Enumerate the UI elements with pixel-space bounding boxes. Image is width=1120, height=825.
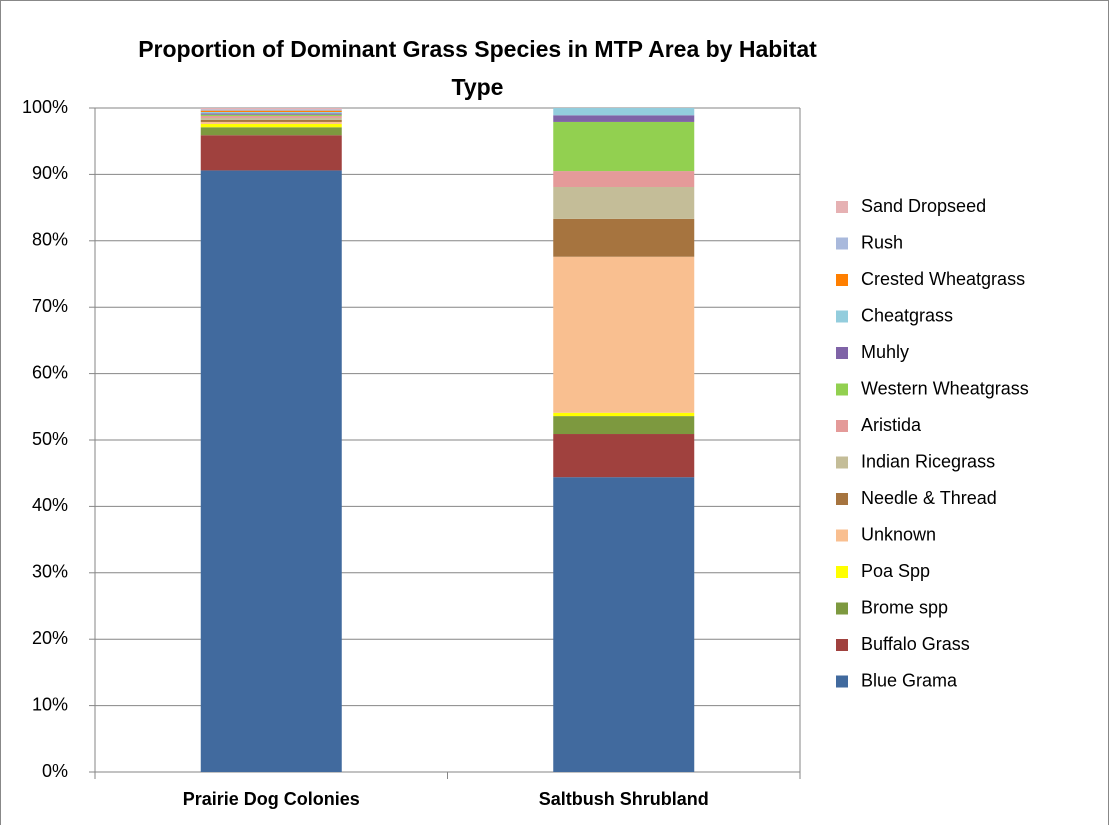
x-tick-label: Prairie Dog Colonies	[183, 789, 360, 809]
chart-title: Proportion of Dominant Grass Species in …	[138, 36, 817, 100]
bar-segment	[200, 117, 342, 120]
bar-segment	[553, 412, 695, 417]
bar-segment	[553, 171, 695, 188]
legend-label: Buffalo Grass	[861, 634, 970, 654]
legend-swatch	[836, 566, 848, 578]
bar-segment	[200, 108, 342, 110]
bar-segment	[200, 110, 342, 112]
legend-swatch	[836, 456, 848, 469]
legend-label: Blue Grama	[861, 670, 958, 690]
bar-segment	[200, 119, 342, 122]
legend-label: Unknown	[861, 524, 936, 544]
y-tick-label: 20%	[32, 628, 68, 648]
legend-swatch	[836, 347, 848, 359]
bar-segment	[553, 477, 695, 772]
legend-label: Rush	[861, 232, 903, 252]
x-tick-label: Saltbush Shrubland	[539, 789, 709, 809]
legend-label: Crested Wheatgrass	[861, 269, 1025, 289]
legend-swatch	[836, 201, 848, 213]
legend-label: Poa Spp	[861, 561, 930, 581]
y-tick-label: 10%	[32, 694, 68, 714]
legend-swatch	[836, 237, 848, 250]
legend-swatch	[836, 602, 848, 615]
bar-segment	[200, 109, 342, 111]
y-tick-label: 100%	[22, 97, 68, 117]
bar-segment	[200, 114, 342, 116]
legend-label: Aristida	[861, 415, 922, 435]
legend-swatch	[836, 529, 848, 542]
y-tick-label: 80%	[32, 230, 68, 250]
bar-segment	[553, 187, 695, 219]
bar-segment	[553, 108, 695, 116]
bar-segment	[553, 256, 695, 413]
bar-segment	[200, 121, 342, 124]
legend-swatch	[836, 310, 848, 323]
bar-segment	[200, 123, 342, 128]
bar-segment	[200, 111, 342, 114]
legend-label: Western Wheatgrass	[861, 378, 1029, 398]
legend-label: Indian Ricegrass	[861, 451, 995, 471]
y-tick-label: 70%	[32, 296, 68, 316]
legend-swatch	[836, 420, 848, 432]
legend-label: Sand Dropseed	[861, 196, 986, 216]
y-tick-label: 30%	[32, 562, 68, 582]
bar-segment	[200, 113, 342, 115]
y-tick-label: 60%	[32, 362, 68, 382]
bar-segment	[553, 121, 695, 172]
legend-swatch	[836, 383, 848, 396]
bar-segment	[200, 127, 342, 136]
y-tick-label: 90%	[32, 163, 68, 183]
bar-segment	[553, 115, 695, 122]
legend-swatch	[836, 675, 848, 688]
bar-segment	[200, 170, 342, 772]
legend-label: Needle & Thread	[861, 488, 997, 508]
y-tick-label: 0%	[42, 761, 68, 781]
bar-segment	[553, 416, 695, 435]
legend-swatch	[836, 639, 848, 651]
y-tick-label: 40%	[32, 495, 68, 515]
bar-segment	[200, 115, 342, 118]
legend-label: Brome spp	[861, 597, 948, 617]
legend-swatch	[836, 493, 848, 505]
legend-label: Cheatgrass	[861, 305, 953, 325]
legend-label: Muhly	[861, 342, 909, 362]
bar-segment	[553, 434, 695, 478]
bar-segment	[553, 218, 695, 257]
bar-segment	[200, 135, 342, 171]
y-tick-label: 50%	[32, 429, 68, 449]
legend-swatch	[836, 274, 848, 286]
